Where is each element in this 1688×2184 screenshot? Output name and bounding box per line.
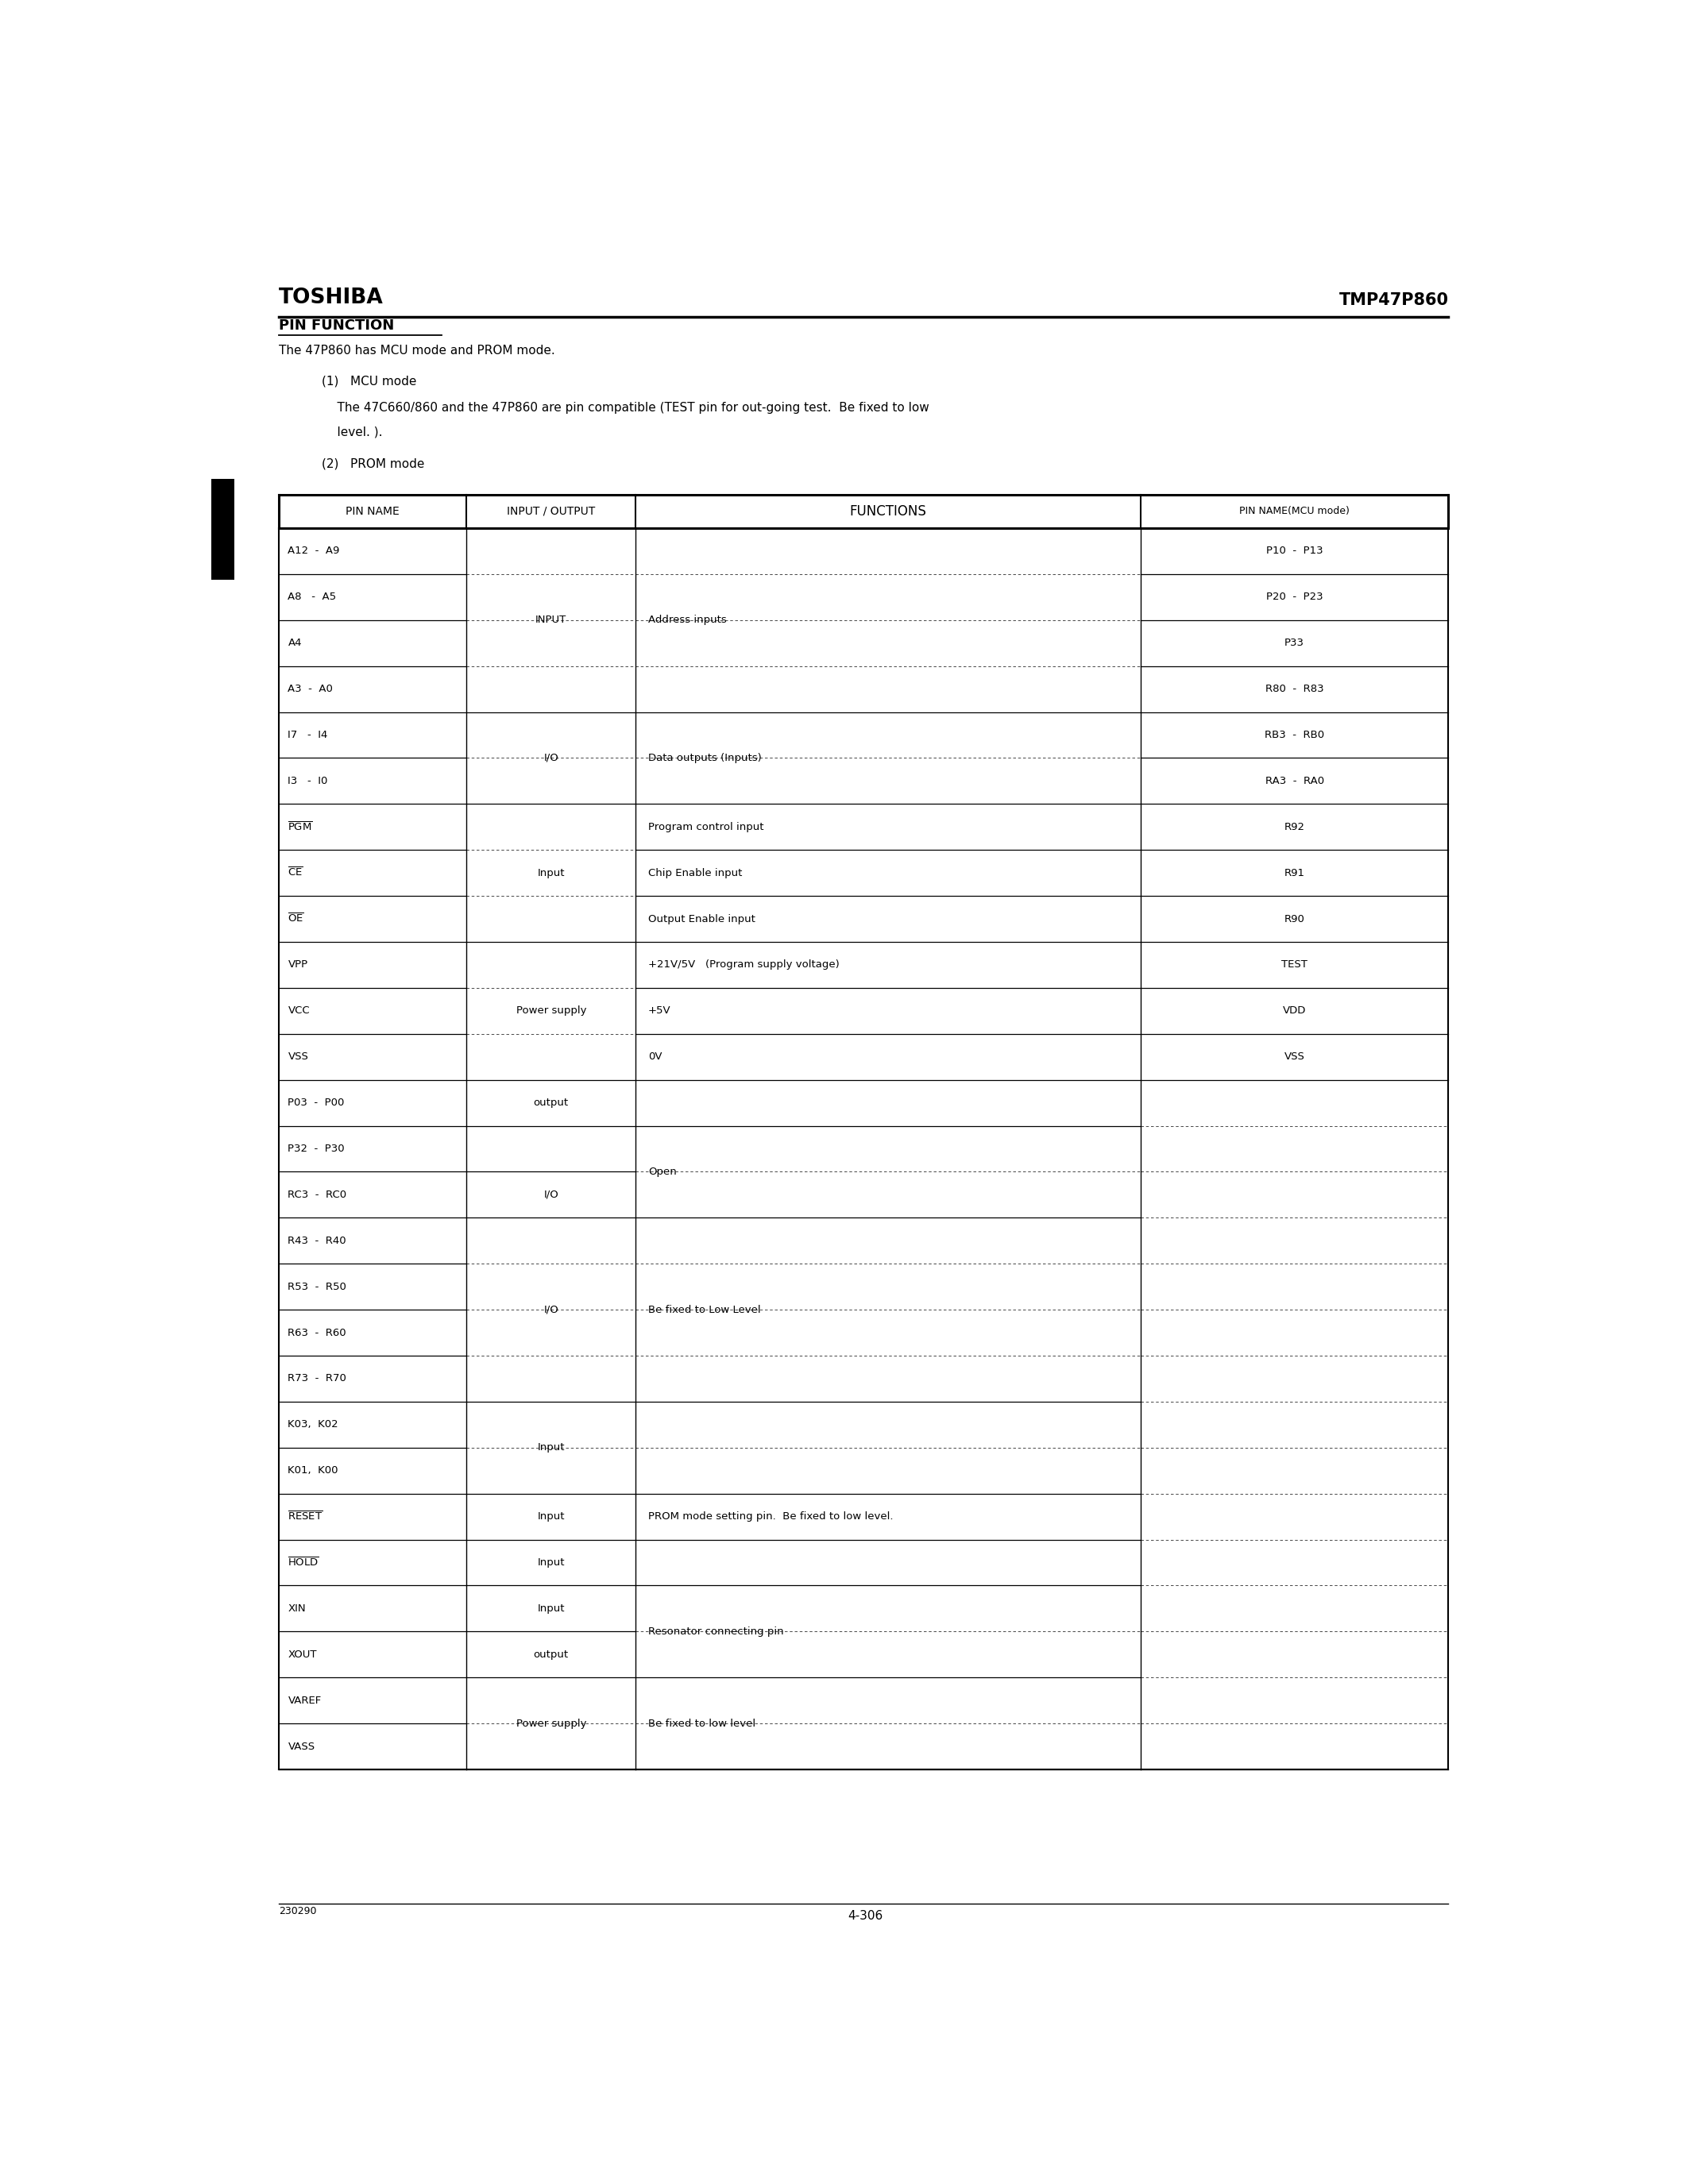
- Text: VCC: VCC: [289, 1005, 311, 1016]
- Text: Chip Enable input: Chip Enable input: [648, 867, 743, 878]
- Text: P33: P33: [1285, 638, 1305, 649]
- Text: INPUT: INPUT: [535, 616, 567, 625]
- Text: R43  -  R40: R43 - R40: [289, 1236, 346, 1245]
- Text: I3   -  I0: I3 - I0: [289, 775, 327, 786]
- Text: A4: A4: [289, 638, 302, 649]
- Text: RB3  -  RB0: RB3 - RB0: [1264, 729, 1325, 740]
- Text: P20  -  P23: P20 - P23: [1266, 592, 1323, 603]
- Text: The 47C660/860 and the 47P860 are pin compatible (TEST pin for out-going test.  : The 47C660/860 and the 47P860 are pin co…: [322, 402, 930, 413]
- Text: I/O: I/O: [544, 1304, 559, 1315]
- Text: RA3  -  RA0: RA3 - RA0: [1264, 775, 1323, 786]
- Text: XOUT: XOUT: [289, 1649, 317, 1660]
- Text: Power supply: Power supply: [517, 1005, 586, 1016]
- Text: R91: R91: [1285, 867, 1305, 878]
- Text: The 47P860 has MCU mode and PROM mode.: The 47P860 has MCU mode and PROM mode.: [279, 345, 555, 356]
- Text: XIN: XIN: [289, 1603, 306, 1614]
- Text: $\overline{\rm RESET}$: $\overline{\rm RESET}$: [289, 1511, 324, 1522]
- Text: TOSHIBA: TOSHIBA: [279, 288, 383, 308]
- Text: +21V/5V   (Program supply voltage): +21V/5V (Program supply voltage): [648, 959, 839, 970]
- Text: VSS: VSS: [1285, 1053, 1305, 1061]
- Text: $\overline{\rm HOLD}$: $\overline{\rm HOLD}$: [289, 1557, 319, 1568]
- Text: +5V: +5V: [648, 1005, 670, 1016]
- Text: K03,  K02: K03, K02: [289, 1420, 339, 1431]
- Text: Open: Open: [648, 1166, 677, 1177]
- Text: VPP: VPP: [289, 959, 307, 970]
- Text: PIN FUNCTION: PIN FUNCTION: [279, 319, 393, 332]
- Text: K01,  K00: K01, K00: [289, 1465, 338, 1476]
- Text: TEST: TEST: [1281, 959, 1308, 970]
- Text: Address inputs: Address inputs: [648, 616, 726, 625]
- Text: PIN NAME: PIN NAME: [346, 507, 400, 518]
- Text: $\overline{\rm CE}$: $\overline{\rm CE}$: [289, 867, 304, 878]
- Text: A8   -  A5: A8 - A5: [289, 592, 336, 603]
- Text: Power supply: Power supply: [517, 1719, 586, 1730]
- Text: I7   -  I4: I7 - I4: [289, 729, 327, 740]
- Text: (2)   PROM mode: (2) PROM mode: [322, 459, 425, 470]
- Text: A3  -  A0: A3 - A0: [289, 684, 333, 695]
- Text: 230290: 230290: [279, 1907, 316, 1915]
- Text: VSS: VSS: [289, 1053, 309, 1061]
- Text: P03  -  P00: P03 - P00: [289, 1099, 344, 1107]
- Text: Input: Input: [537, 1441, 565, 1452]
- Text: 4-306: 4-306: [847, 1911, 883, 1922]
- Text: Input: Input: [537, 1557, 565, 1568]
- Text: Be fixed to Low Level: Be fixed to Low Level: [648, 1304, 761, 1315]
- Text: TMP47P860: TMP47P860: [1339, 293, 1448, 308]
- Text: VAREF: VAREF: [289, 1695, 321, 1706]
- Bar: [211, 478, 235, 581]
- Text: I/O: I/O: [544, 1190, 559, 1199]
- Text: A12  -  A9: A12 - A9: [289, 546, 339, 557]
- Text: R53  -  R50: R53 - R50: [289, 1282, 346, 1293]
- Text: Program control input: Program control input: [648, 821, 763, 832]
- Text: 0V: 0V: [648, 1053, 662, 1061]
- Text: INPUT / OUTPUT: INPUT / OUTPUT: [506, 507, 596, 518]
- Text: output: output: [533, 1099, 569, 1107]
- Text: R80  -  R83: R80 - R83: [1266, 684, 1323, 695]
- Text: Data outputs (Inputs): Data outputs (Inputs): [648, 753, 761, 762]
- Text: R63  -  R60: R63 - R60: [289, 1328, 346, 1339]
- Text: Output Enable input: Output Enable input: [648, 913, 755, 924]
- Text: Be fixed to low level: Be fixed to low level: [648, 1719, 756, 1730]
- Text: P10  -  P13: P10 - P13: [1266, 546, 1323, 557]
- Text: Input: Input: [537, 1511, 565, 1522]
- Text: Input: Input: [537, 867, 565, 878]
- Text: R92: R92: [1285, 821, 1305, 832]
- Text: R73  -  R70: R73 - R70: [289, 1374, 346, 1385]
- Text: $\overline{\rm OE}$: $\overline{\rm OE}$: [289, 913, 304, 926]
- Text: P32  -  P30: P32 - P30: [289, 1144, 344, 1153]
- Text: RC3  -  RC0: RC3 - RC0: [289, 1190, 346, 1199]
- Text: PROM mode setting pin.  Be fixed to low level.: PROM mode setting pin. Be fixed to low l…: [648, 1511, 893, 1522]
- Text: (1)   MCU mode: (1) MCU mode: [322, 376, 417, 387]
- Text: R90: R90: [1285, 913, 1305, 924]
- Text: PIN NAME(MCU mode): PIN NAME(MCU mode): [1239, 507, 1350, 515]
- Text: level. ).: level. ).: [322, 426, 383, 439]
- Text: Input: Input: [537, 1603, 565, 1614]
- Text: Resonator connecting pin: Resonator connecting pin: [648, 1627, 783, 1636]
- Text: output: output: [533, 1649, 569, 1660]
- Text: VASS: VASS: [289, 1741, 316, 1752]
- Text: $\overline{\rm PGM}$: $\overline{\rm PGM}$: [289, 821, 314, 832]
- Text: VDD: VDD: [1283, 1005, 1307, 1016]
- Text: I/O: I/O: [544, 753, 559, 762]
- Text: FUNCTIONS: FUNCTIONS: [849, 505, 927, 518]
